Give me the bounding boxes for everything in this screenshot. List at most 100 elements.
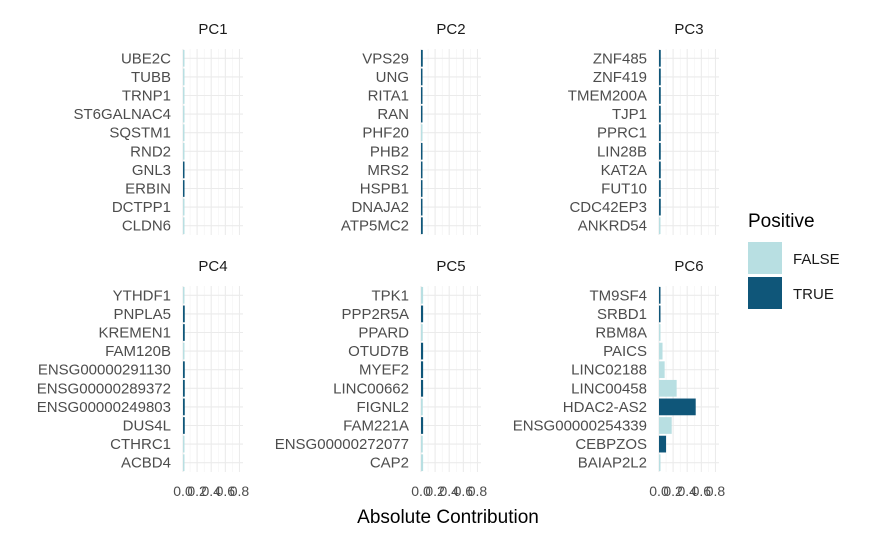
x-tick-label: 0.0 <box>649 483 669 499</box>
gene-label: LINC02188 <box>571 362 647 379</box>
bar <box>421 68 423 86</box>
gene-label: PNPLA5 <box>113 306 171 323</box>
gene-label: KAT2A <box>601 162 647 179</box>
x-tick-label: 0.4 <box>678 483 698 499</box>
x-tick-label: 0.8 <box>706 483 726 499</box>
gene-label: YTHDF1 <box>113 287 171 304</box>
bar <box>421 305 424 323</box>
bar <box>183 161 185 179</box>
gene-label: CLDN6 <box>122 218 171 235</box>
gene-label: HDAC2-AS2 <box>563 399 647 416</box>
gene-label: SRBD1 <box>597 306 647 323</box>
bar <box>421 161 423 179</box>
gene-label: FUT10 <box>601 181 647 198</box>
gene-label: ANKRD54 <box>578 218 647 235</box>
bar <box>183 342 185 360</box>
gene-label: ERBIN <box>125 181 171 198</box>
legend-swatch-true <box>748 277 782 309</box>
bar <box>183 198 185 216</box>
gene-label: GNL3 <box>132 162 171 179</box>
gene-label: RITA1 <box>368 88 409 105</box>
bar <box>183 361 185 379</box>
gene-label: TM9SF4 <box>589 287 647 304</box>
bar <box>659 324 661 341</box>
bar <box>183 379 185 397</box>
bar <box>421 180 423 197</box>
gene-label: ENSG00000289372 <box>37 380 171 397</box>
bar <box>659 49 661 67</box>
gene-label: ZNF419 <box>593 69 647 86</box>
gene-label: ENSG00000272077 <box>275 436 409 453</box>
bar <box>183 105 185 123</box>
bar <box>183 324 185 341</box>
gene-label: KREMEN1 <box>98 325 171 342</box>
x-axis-label: Absolute Contribution <box>357 507 539 528</box>
gene-label: OTUD7B <box>348 343 409 360</box>
bar <box>183 142 185 160</box>
gene-label: MRS2 <box>367 162 409 179</box>
gene-label: PHB2 <box>370 143 409 160</box>
gene-label: TJP1 <box>612 106 647 123</box>
gene-label: ENSG00000291130 <box>38 362 171 379</box>
gene-label: PPP2R5A <box>341 306 409 323</box>
bar <box>659 342 663 360</box>
panel-title: PC6 <box>674 258 703 275</box>
x-tick-label: 0.0 <box>411 483 431 499</box>
bar <box>421 417 424 434</box>
legend: Positive FALSE TRUE <box>748 211 840 309</box>
legend-swatch-false <box>748 242 782 274</box>
gene-label: ST6GALNAC4 <box>73 106 171 123</box>
gene-label: DNAJA2 <box>351 199 409 216</box>
legend-label-false: FALSE <box>793 251 840 268</box>
gene-label: RND2 <box>130 143 171 160</box>
bar <box>659 68 661 86</box>
x-tick-label: 0.2 <box>187 483 207 499</box>
gene-label: CEBPZOS <box>575 436 647 453</box>
bar <box>183 68 185 86</box>
x-tick-label: 0.4 <box>440 483 460 499</box>
bar <box>659 361 665 379</box>
bar <box>659 398 696 416</box>
gene-label: FAM120B <box>105 343 171 360</box>
gene-label: LINC00662 <box>333 380 409 397</box>
gene-label: TMEM200A <box>568 88 647 105</box>
bar <box>183 305 185 323</box>
bar <box>421 324 423 341</box>
bar <box>659 105 661 123</box>
bar <box>183 398 185 416</box>
gene-label: TRNP1 <box>122 88 171 105</box>
gene-label: ENSG00000254339 <box>513 418 647 435</box>
gene-label: PAICS <box>603 343 647 360</box>
x-tick-label: 0.6 <box>692 483 712 499</box>
legend-label-true: TRUE <box>793 286 834 303</box>
bar <box>183 124 185 142</box>
bar <box>421 124 423 142</box>
bar <box>659 87 661 104</box>
gene-label: FIGNL2 <box>356 399 409 416</box>
bar <box>421 379 424 397</box>
bar <box>659 286 661 304</box>
gene-label: CDC42EP3 <box>569 199 647 216</box>
bar <box>421 217 423 235</box>
gene-label: TPK1 <box>371 287 409 304</box>
bar <box>659 161 661 179</box>
panel-title: PC3 <box>674 21 703 38</box>
gene-label: DCTPP1 <box>112 199 171 216</box>
panel-title: PC1 <box>198 21 227 38</box>
gene-label: UNG <box>376 69 409 86</box>
gene-label: PPRC1 <box>597 125 647 142</box>
bar <box>183 435 185 453</box>
gene-label: CTHRC1 <box>110 436 171 453</box>
x-tick-label: 0.4 <box>202 483 222 499</box>
x-tick-label: 0.6 <box>216 483 236 499</box>
gene-label: PPARD <box>358 325 409 342</box>
gene-label: FAM221A <box>343 418 409 435</box>
bar <box>659 124 661 142</box>
